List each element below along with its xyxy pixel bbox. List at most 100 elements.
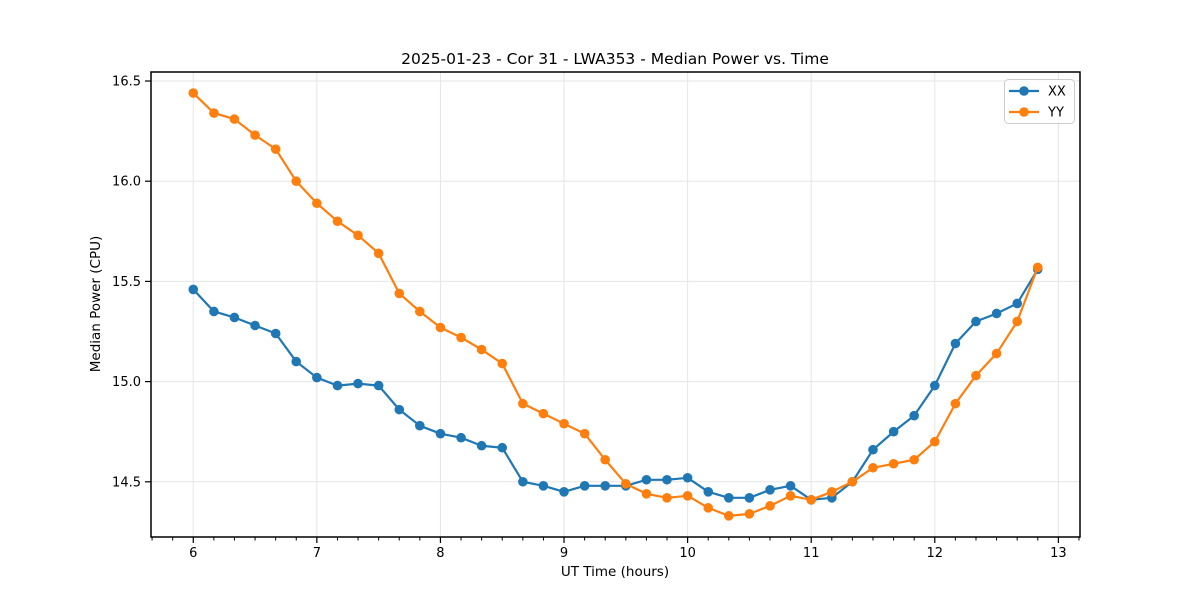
series-xx-marker bbox=[744, 493, 755, 503]
series-xx-marker bbox=[991, 308, 1002, 319]
chart-title: 2025-01-23 - Cor 31 - LWA353 - Median Po… bbox=[401, 50, 829, 68]
series-yy-marker bbox=[744, 509, 755, 519]
series-yy-marker bbox=[991, 348, 1002, 359]
series-xx-marker bbox=[600, 481, 610, 491]
series-yy-marker bbox=[682, 491, 693, 501]
series-xx-marker bbox=[291, 356, 302, 367]
y-tick-label: 15.0 bbox=[112, 375, 141, 390]
x-tick-label: 8 bbox=[436, 546, 444, 561]
series-xx bbox=[188, 264, 1043, 505]
series-xx-marker bbox=[682, 472, 693, 483]
series-xx-marker bbox=[435, 428, 446, 439]
series-yy-marker bbox=[579, 428, 590, 439]
legend-marker-xx-icon bbox=[1019, 86, 1029, 96]
legend-label-yy: YY bbox=[1047, 106, 1064, 121]
series-yy-marker bbox=[250, 130, 260, 140]
series-xx-marker bbox=[559, 487, 569, 497]
series-yy bbox=[188, 88, 1043, 521]
legend-label-xx: XX bbox=[1048, 85, 1066, 100]
series-yy-marker bbox=[312, 198, 322, 209]
series-yy-marker bbox=[600, 454, 610, 465]
series-yy-marker bbox=[785, 491, 796, 501]
series-yy-marker bbox=[538, 408, 549, 419]
series-yy-marker bbox=[765, 501, 775, 511]
series-xx-marker bbox=[373, 380, 384, 391]
series-xx-marker bbox=[456, 432, 466, 443]
series-yy-marker bbox=[229, 114, 240, 124]
series-xx-marker bbox=[723, 493, 734, 503]
legend-marker-yy-icon bbox=[1019, 107, 1029, 117]
series-xx-marker bbox=[209, 306, 219, 317]
legend: XX YY bbox=[1004, 79, 1075, 124]
series-xx-marker bbox=[929, 380, 940, 391]
series-yy-marker bbox=[806, 495, 816, 505]
series-yy-marker bbox=[435, 322, 446, 333]
series-yy-marker bbox=[888, 458, 899, 469]
x-tick-label: 13 bbox=[1050, 546, 1067, 561]
series-yy-marker bbox=[1032, 262, 1043, 273]
series-yy-marker bbox=[270, 144, 281, 154]
y-tick-label: 16.5 bbox=[112, 75, 141, 90]
series-yy-marker bbox=[373, 248, 384, 259]
series-xx-marker bbox=[579, 481, 590, 491]
series-xx-marker bbox=[888, 426, 899, 437]
x-tick-label: 12 bbox=[927, 546, 944, 561]
series-xx-marker bbox=[641, 474, 652, 485]
series-xx-marker bbox=[765, 485, 775, 495]
series-xx-marker bbox=[229, 312, 240, 323]
series-xx-marker bbox=[662, 474, 672, 485]
plot-area bbox=[151, 72, 1080, 537]
series-xx-marker bbox=[518, 476, 528, 487]
series-yy-marker bbox=[950, 398, 961, 409]
series-xx-marker bbox=[353, 378, 363, 389]
x-tick-label: 9 bbox=[560, 546, 568, 561]
series-yy-marker bbox=[188, 88, 199, 98]
series-yy-marker bbox=[703, 503, 714, 513]
plot-border bbox=[150, 71, 1081, 538]
series-yy-marker bbox=[559, 418, 569, 429]
series-yy-marker bbox=[971, 370, 981, 381]
series-yy-marker bbox=[394, 288, 405, 299]
series-xx-marker bbox=[538, 481, 549, 491]
x-tick-label: 7 bbox=[313, 546, 321, 561]
series-yy-marker bbox=[353, 230, 363, 241]
series-xx-marker bbox=[312, 372, 322, 383]
series-yy-marker bbox=[868, 462, 878, 473]
series-xx-marker bbox=[785, 481, 796, 491]
series-yy-marker bbox=[723, 511, 734, 521]
series-xx-marker bbox=[250, 320, 260, 331]
legend-entry-yy: YY bbox=[1009, 106, 1064, 121]
axis-ticks: 6 7 8 9 10 11 12 13 14.5 15.0 15.5 16.0 16.5 bbox=[112, 75, 1080, 561]
series-xx-marker bbox=[188, 284, 199, 295]
series-xx-marker bbox=[394, 404, 405, 415]
series-yy-marker bbox=[332, 216, 343, 227]
series-xx-marker bbox=[971, 316, 981, 327]
series-xx-marker bbox=[868, 444, 878, 455]
series-yy-marker bbox=[456, 332, 466, 343]
x-tick-label: 6 bbox=[189, 546, 197, 561]
series-yy-marker bbox=[929, 436, 940, 447]
series-yy-marker bbox=[291, 176, 302, 187]
series-xx-marker bbox=[703, 487, 714, 497]
series-yy-marker bbox=[621, 479, 631, 489]
series-yy-marker bbox=[909, 454, 919, 465]
series-yy-marker bbox=[209, 108, 219, 118]
series-yy-marker bbox=[662, 493, 672, 503]
series-xx-marker bbox=[332, 380, 343, 391]
x-tick-label: 11 bbox=[803, 546, 820, 561]
series-xx-marker bbox=[1012, 298, 1023, 309]
series-xx-marker bbox=[270, 328, 281, 339]
x-tick-label: 10 bbox=[679, 546, 696, 561]
legend-entry-xx: XX bbox=[1009, 85, 1066, 100]
x-axis-label: UT Time (hours) bbox=[561, 564, 669, 580]
series-yy-marker bbox=[847, 476, 858, 487]
y-axis-label: Median Power (CPU) bbox=[88, 236, 104, 372]
y-tick-label: 15.5 bbox=[112, 275, 141, 290]
series-yy-marker bbox=[641, 489, 652, 499]
gridlines bbox=[151, 72, 1080, 537]
series-yy-marker bbox=[415, 306, 425, 317]
y-tick-label: 16.0 bbox=[112, 175, 141, 190]
series-xx-marker bbox=[950, 338, 961, 349]
